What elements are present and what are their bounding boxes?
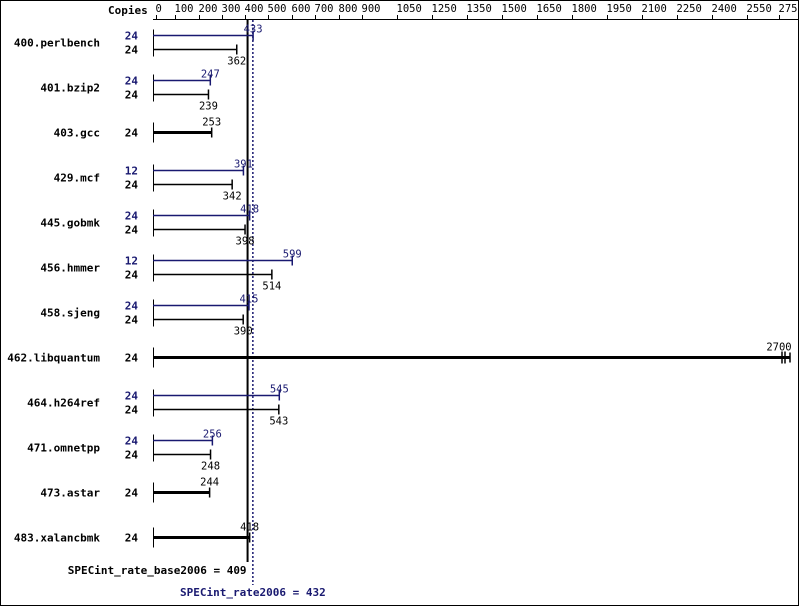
benchmark-label: 400.perlbench <box>14 37 100 50</box>
peak-value-label: 418 <box>240 204 259 216</box>
base-value-label: 398 <box>236 236 255 248</box>
base-value-label: 244 <box>200 477 219 489</box>
peak-value-label: 256 <box>203 429 222 441</box>
x-tick-label: 200 <box>199 3 218 15</box>
peak-copies-label: 24 <box>125 30 139 43</box>
base-value-label: 543 <box>269 416 288 428</box>
x-tick-label: 700 <box>315 3 334 15</box>
reference-lines: SPECint_rate_base2006 = 409 SPECint_rate2… <box>68 20 326 599</box>
benchmark-row-464-h264ref: 464.h264ref 24 545 24 543 <box>27 384 289 428</box>
benchmark-label: 445.gobmk <box>40 217 100 230</box>
peak-copies-label: 24 <box>125 435 139 448</box>
benchmark-label: 458.sjeng <box>40 307 100 320</box>
peak-copies-label: 24 <box>125 210 139 223</box>
x-axis-ticks: 0 100 200 300 400 500 600 700 800 900 1050 1250 1350… <box>156 3 799 20</box>
peak-value-label: 599 <box>283 249 302 261</box>
benchmark-label: 401.bzip2 <box>40 82 100 95</box>
base-copies-label: 24 <box>125 127 139 140</box>
base-value-label: 2700 <box>766 342 791 354</box>
base-copies-label: 24 <box>125 89 139 102</box>
base-reference-label: SPECint_rate_base2006 = 409 <box>68 564 247 577</box>
peak-copies-label: 24 <box>125 300 139 313</box>
benchmark-row-458-sjeng: 458.sjeng 24 415 24 390 <box>40 294 258 338</box>
benchmark-row-401-bzip2: 401.bzip2 24 247 24 239 <box>40 69 219 113</box>
x-tick-label: 1950 <box>607 3 632 15</box>
x-tick-label: 2100 <box>642 3 667 15</box>
x-tick-label: 1650 <box>537 3 562 15</box>
benchmark-row-429-mcf: 429.mcf 12 391 24 342 <box>54 159 253 203</box>
base-copies-label: 24 <box>125 224 139 237</box>
benchmark-label: 483.xalancbmk <box>14 532 100 545</box>
x-tick-label: 100 <box>175 3 194 15</box>
base-copies-label: 24 <box>125 487 139 500</box>
peak-value-label: 391 <box>234 159 253 171</box>
x-tick-label: 800 <box>339 3 358 15</box>
x-tick-label: 600 <box>292 3 311 15</box>
base-value-label: 514 <box>262 281 281 293</box>
peak-value-label: 247 <box>201 69 220 81</box>
peak-copies-label: 24 <box>125 390 139 403</box>
x-tick-label: 2250 <box>677 3 702 15</box>
x-tick-label: 2550 <box>747 3 772 15</box>
benchmark-label: 403.gcc <box>54 127 100 140</box>
base-value-label: 418 <box>240 522 259 534</box>
benchmark-row-462-libquantum: 462.libquantum 24 2700 <box>7 342 792 368</box>
benchmark-row-471-omnetpp: 471.omnetpp 24 256 24 248 <box>27 429 222 473</box>
x-tick-label: 2750 <box>779 3 799 15</box>
benchmark-row-445-gobmk: 445.gobmk 24 418 24 398 <box>40 204 259 248</box>
base-value-label: 253 <box>202 117 221 129</box>
x-tick-label: 900 <box>362 3 381 15</box>
peak-value-label: 415 <box>239 294 258 306</box>
base-value-label: 362 <box>227 56 246 68</box>
x-tick-label: 1250 <box>432 3 457 15</box>
base-copies-label: 24 <box>125 179 139 192</box>
benchmark-row-400-perlbench: 400.perlbench 24 433 24 362 <box>14 24 263 68</box>
x-tick-label: 0 <box>156 3 162 15</box>
x-tick-label: 2400 <box>712 3 737 15</box>
peak-copies-label: 12 <box>125 255 138 268</box>
peak-value-label: 545 <box>270 384 289 396</box>
benchmark-label: 429.mcf <box>54 172 100 185</box>
base-value-label: 390 <box>234 326 253 338</box>
peak-copies-label: 24 <box>125 75 139 88</box>
base-copies-label: 24 <box>125 449 139 462</box>
base-value-label: 239 <box>199 101 218 113</box>
base-copies-label: 24 <box>125 532 139 545</box>
x-tick-label: 1050 <box>397 3 422 15</box>
benchmark-row-403-gcc: 403.gcc 24 253 <box>54 117 221 143</box>
benchmark-label: 471.omnetpp <box>27 442 100 455</box>
x-tick-label: 1800 <box>572 3 597 15</box>
benchmark-row-456-hmmer: 456.hmmer 12 599 24 514 <box>40 249 301 293</box>
x-tick-label: 400 <box>245 3 264 15</box>
benchmark-label: 464.h264ref <box>27 397 100 410</box>
benchmark-label: 473.astar <box>40 487 100 500</box>
benchmark-row-483-xalancbmk: 483.xalancbmk 24 418 <box>14 522 259 548</box>
peak-reference-label: SPECint_rate2006 = 432 <box>180 586 326 599</box>
x-tick-label: 500 <box>268 3 287 15</box>
x-tick-label: 1350 <box>467 3 492 15</box>
base-copies-label: 24 <box>125 269 139 282</box>
peak-copies-label: 12 <box>125 165 138 178</box>
base-copies-label: 24 <box>125 314 139 327</box>
base-value-label: 342 <box>223 191 242 203</box>
x-tick-label: 1500 <box>502 3 527 15</box>
base-copies-label: 24 <box>125 44 139 57</box>
benchmark-row-473-astar: 473.astar 24 244 <box>40 477 219 503</box>
benchmark-label: 462.libquantum <box>7 352 100 365</box>
base-copies-label: 24 <box>125 404 139 417</box>
peak-value-label: 433 <box>244 24 263 36</box>
base-value-label: 248 <box>201 461 220 473</box>
copies-header: Copies <box>108 4 148 17</box>
benchmark-label: 456.hmmer <box>40 262 100 275</box>
base-copies-label: 24 <box>125 352 139 365</box>
x-tick-label: 300 <box>222 3 241 15</box>
